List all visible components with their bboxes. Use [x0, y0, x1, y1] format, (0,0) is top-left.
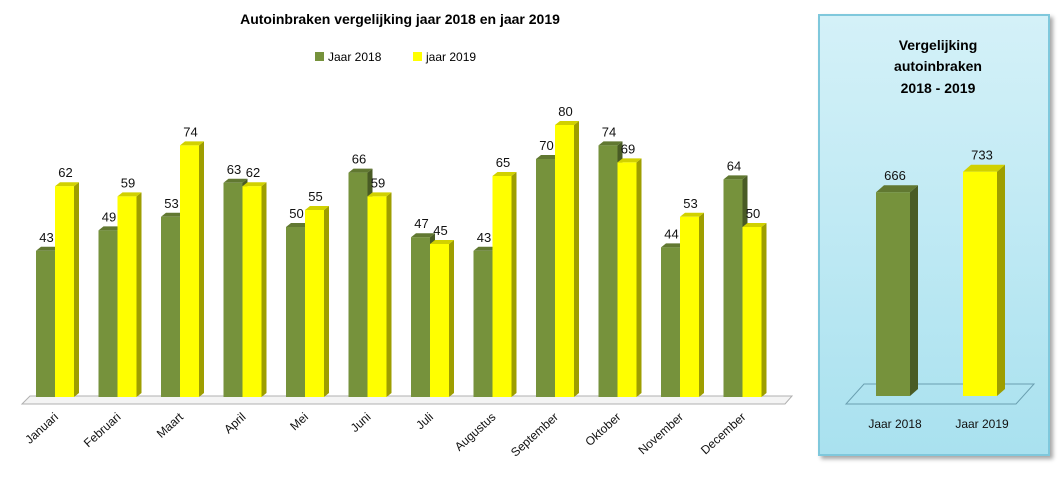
x-tick-label: Januari	[22, 410, 61, 447]
bar-2019-januari	[55, 182, 79, 397]
x-tick-label: December	[698, 410, 749, 457]
bar-2019-juni	[367, 192, 392, 397]
data-label: 74	[602, 124, 616, 139]
x-tick-label: Mei	[287, 410, 311, 433]
summary-floor	[844, 383, 1036, 405]
bar-2019-juli	[430, 240, 454, 397]
summary-bar-2019	[963, 164, 1005, 396]
floor-plane	[20, 395, 794, 405]
data-label: 59	[371, 175, 385, 190]
summary-panel: Vergelijking autoinbraken 2018 - 2019 66…	[818, 14, 1050, 456]
legend-label-2019: jaar 2019	[425, 50, 476, 64]
legend: Jaar 2018 jaar 2019	[315, 50, 476, 64]
data-label: 70	[539, 138, 553, 153]
data-label: 59	[121, 175, 135, 190]
summary-bar-chart: Vergelijking autoinbraken 2018 - 2019 66…	[844, 37, 1036, 431]
legend-label-2018: Jaar 2018	[328, 50, 382, 64]
chart-floor	[20, 395, 794, 405]
data-label: 65	[496, 155, 510, 170]
summary-data-label: 666	[884, 168, 906, 183]
data-label: 63	[227, 162, 241, 177]
summary-data-labels: 666 733	[884, 148, 993, 184]
data-label: 80	[558, 104, 572, 119]
bars-group	[36, 121, 767, 397]
summary-data-label: 733	[971, 148, 993, 163]
data-label: 49	[102, 209, 116, 224]
summary-floor-plane	[844, 383, 1036, 405]
data-label: 66	[352, 152, 366, 167]
summary-x-tick-label: Jaar 2019	[955, 417, 1009, 431]
bar-2019-oktober	[617, 158, 642, 397]
summary-title-line-3: 2018 - 2019	[901, 80, 976, 96]
bar-2019-december	[742, 223, 767, 397]
data-label: 50	[746, 206, 760, 221]
summary-title-line-2: autoinbraken	[894, 58, 982, 74]
bar-2019-maart	[180, 141, 204, 397]
monthly-bar-chart: Autoinbraken vergelijking jaar 2018 en j…	[20, 11, 794, 460]
x-tick-label: September	[508, 410, 561, 460]
summary-x-tick-labels: Jaar 2018 Jaar 2019	[868, 417, 1009, 431]
x-tick-label: November	[635, 410, 686, 457]
bar-2019-februari	[117, 192, 142, 397]
bar-2019-april	[242, 182, 267, 397]
x-tick-label: Augustus	[452, 410, 499, 454]
data-label: 50	[289, 206, 303, 221]
bar-2019-augustus	[492, 172, 517, 397]
summary-bars	[876, 164, 1005, 396]
data-label: 43	[477, 230, 491, 245]
bar-2019-mei	[305, 206, 329, 397]
data-label: 55	[308, 189, 322, 204]
data-label: 74	[183, 124, 197, 139]
data-label: 44	[664, 226, 678, 241]
data-label: 53	[683, 196, 697, 211]
data-label: 53	[164, 196, 178, 211]
data-label: 64	[727, 158, 741, 173]
data-label: 62	[246, 165, 260, 180]
x-tick-label: April	[221, 410, 248, 436]
summary-x-tick-label: Jaar 2018	[868, 417, 922, 431]
x-tick-labels: Januari Februari Maart April Mei Juni Juli Augu…	[22, 409, 748, 459]
x-tick-label: Oktober	[582, 410, 623, 449]
x-tick-label: Juni	[348, 410, 374, 435]
data-label: 43	[39, 230, 53, 245]
data-label: 47	[414, 216, 428, 231]
legend-swatch-2018	[315, 52, 324, 61]
summary-title-line-1: Vergelijking	[899, 37, 978, 53]
summary-bar-2018	[876, 185, 918, 396]
data-label: 62	[58, 165, 72, 180]
bar-2019-september	[555, 121, 579, 397]
data-label: 45	[433, 223, 447, 238]
legend-swatch-2019	[413, 52, 422, 61]
x-tick-label: Juli	[413, 410, 436, 432]
chart-title: Autoinbraken vergelijking jaar 2018 en j…	[240, 11, 560, 27]
data-labels-group: 43 62 49 59 53 74 63 62 50 55 66 59 47 45 43 65 70 80 74 69…	[39, 104, 760, 245]
x-tick-label: Februari	[81, 410, 124, 450]
bar-2019-november	[680, 212, 704, 397]
x-tick-label: Maart	[154, 409, 187, 440]
data-label: 69	[621, 141, 635, 156]
